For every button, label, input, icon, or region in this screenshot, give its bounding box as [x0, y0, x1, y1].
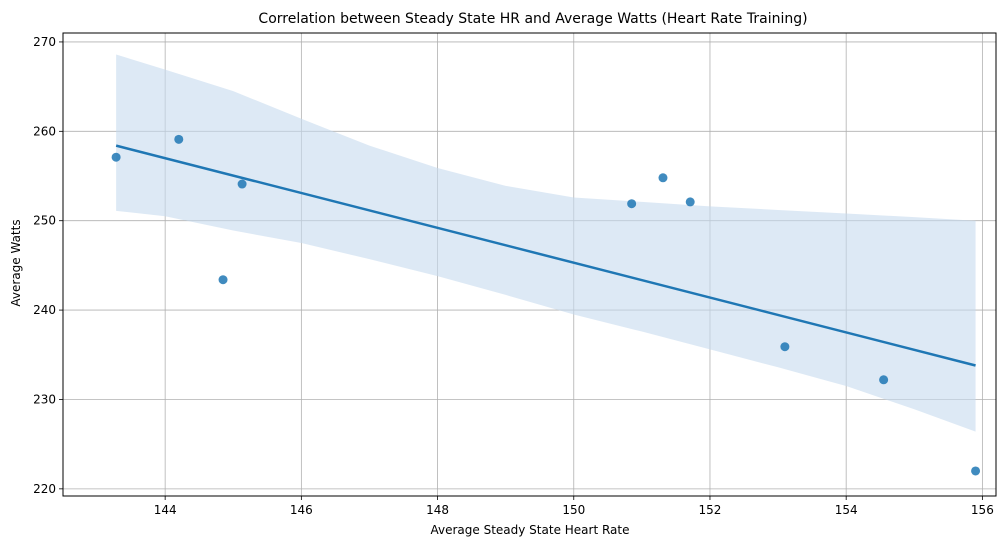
y-axis-ticks: 220 230 240 250 260 270: [33, 35, 63, 496]
data-point-7: [780, 342, 790, 352]
regression-line: [115, 144, 976, 367]
data-point-1: [174, 134, 184, 144]
data-point-9: [971, 466, 981, 476]
x-tick-label-2: 148: [426, 503, 449, 517]
chart-title: Correlation between Steady State HR and …: [258, 11, 807, 27]
x-tick-label-0: 144: [154, 503, 177, 517]
x-tick-label-1: 146: [290, 503, 313, 517]
y-tick-label-3: 250: [33, 214, 56, 228]
y-axis-label: Average Watts: [9, 219, 23, 306]
y-tick-label-0: 220: [33, 482, 56, 496]
data-point-2: [218, 275, 228, 285]
data-point-6: [685, 197, 695, 207]
plot-frame: [62, 32, 997, 497]
x-axis-ticks: 144 146 148 150 152 154 156: [154, 496, 994, 517]
x-tick-label-3: 150: [562, 503, 585, 517]
y-tick-label-5: 270: [33, 35, 56, 49]
data-points: [111, 134, 981, 476]
data-point-4: [627, 199, 637, 209]
x-tick-label-4: 152: [699, 503, 722, 517]
data-point-5: [658, 173, 668, 183]
y-tick-label-4: 260: [33, 124, 56, 138]
y-tick-label-2: 240: [33, 303, 56, 317]
confidence-band: [116, 54, 976, 432]
data-point-8: [879, 375, 889, 385]
y-tick-label-1: 230: [33, 392, 56, 406]
data-point-3: [237, 179, 247, 189]
x-tick-label-6: 156: [971, 503, 994, 517]
data-point-0: [111, 152, 121, 162]
x-axis-label: Average Steady State Heart Rate: [431, 523, 630, 537]
x-tick-label-5: 154: [835, 503, 858, 517]
